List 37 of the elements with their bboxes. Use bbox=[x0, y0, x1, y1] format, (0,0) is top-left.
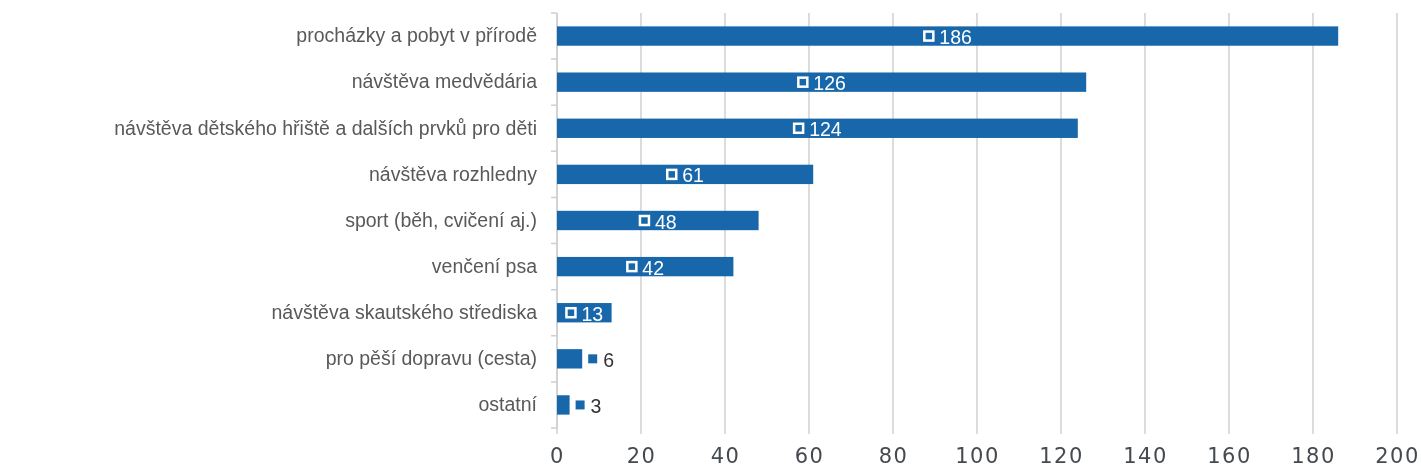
y-tick-label: sport (běh, cvičení aj.) bbox=[345, 208, 537, 231]
bar bbox=[557, 395, 570, 415]
bar bbox=[557, 210, 759, 231]
data-label: 3 bbox=[590, 394, 602, 417]
bar bbox=[557, 164, 814, 185]
y-tick-label: ostatní bbox=[478, 393, 538, 416]
y-tick-label: návštěva dětského hřiště a dalších prvků pro děti bbox=[114, 116, 537, 139]
data-label: 6 bbox=[603, 348, 615, 371]
data-label: 48 bbox=[654, 210, 677, 233]
x-tick-label: 80 bbox=[878, 443, 909, 468]
data-label: 42 bbox=[642, 256, 665, 279]
x-tick-label: 120 bbox=[1039, 443, 1084, 468]
y-tick-label: návštěva rozhledny bbox=[368, 162, 538, 185]
data-label: 61 bbox=[682, 164, 704, 187]
y-tick-label: návštěva skautského střediska bbox=[271, 300, 538, 323]
y-tick-label: návštěva medvědária bbox=[351, 70, 538, 93]
data-label: 124 bbox=[809, 118, 842, 141]
x-tick-label: 100 bbox=[955, 443, 1000, 468]
y-tick-label: venčení psa bbox=[431, 254, 538, 277]
bar bbox=[557, 26, 1339, 46]
bar bbox=[557, 72, 1087, 92]
y-tick-label: procházky a pobyt v přírodě bbox=[296, 24, 537, 47]
x-tick-label: 200 bbox=[1375, 443, 1420, 468]
x-tick-label: 180 bbox=[1291, 443, 1336, 468]
bar bbox=[557, 256, 734, 277]
y-tick-label: pro pěší dopravu (cesta) bbox=[325, 347, 537, 370]
bar bbox=[557, 118, 1078, 138]
x-tick-label: 160 bbox=[1207, 443, 1252, 468]
data-label: 186 bbox=[939, 26, 972, 49]
x-tick-label: 0 bbox=[550, 443, 565, 468]
x-tick-label: 60 bbox=[794, 443, 825, 468]
x-tick-label: 40 bbox=[710, 443, 741, 468]
x-tick-label: 20 bbox=[626, 443, 657, 468]
data-label: 126 bbox=[813, 72, 846, 95]
data-label: 13 bbox=[581, 302, 604, 325]
x-tick-label: 140 bbox=[1123, 443, 1168, 468]
bar bbox=[557, 349, 583, 369]
